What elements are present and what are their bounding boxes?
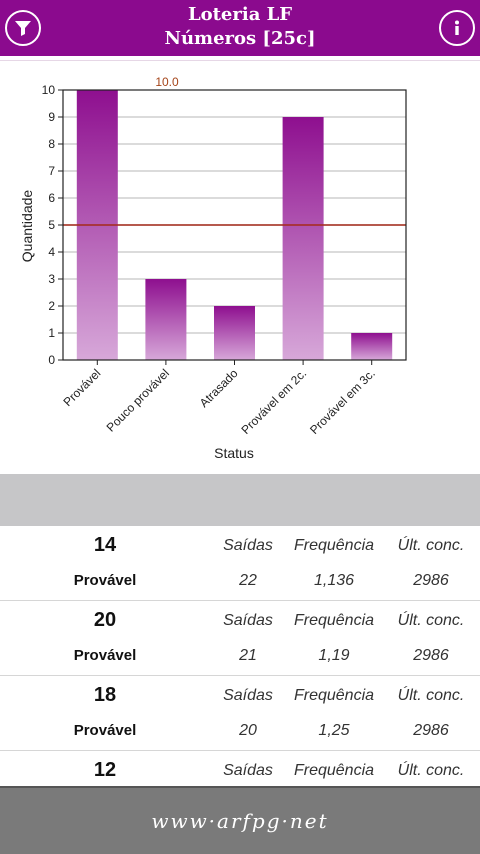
- ultimo-value: 2986: [413, 722, 449, 739]
- saidas-header: Saídas: [223, 612, 273, 629]
- bar: [351, 333, 393, 360]
- number: 12: [93, 759, 117, 781]
- y-tick-label: 10: [42, 83, 56, 97]
- frequencia-header: Frequência: [293, 762, 375, 779]
- info-icon: [455, 20, 459, 35]
- ultimo-value: 2986: [413, 572, 449, 589]
- number: 14: [93, 534, 117, 556]
- bar-chart: 0 1 2 3 4 5 6 7 8 9 10 Provável Pouco provável Atras…: [19, 75, 407, 461]
- chart-area: 0 1 2 3 4 5 6 7 8 9 10 Provável Pouco provável Atras…: [0, 62, 480, 474]
- y-tick-label: 8: [48, 137, 55, 151]
- x-tick-label: Atrasado: [197, 366, 241, 410]
- x-tick-label: Provável: [61, 366, 104, 409]
- y-tick-label: 9: [48, 110, 55, 124]
- saidas-header: Saídas: [223, 762, 273, 779]
- x-tick-label: Provável em 2c.: [238, 366, 309, 437]
- list-item[interactable]: 14 Provável Saídas Frequência Últ. conc.…: [0, 526, 480, 601]
- footer-banner[interactable]: www·arfpg·net: [0, 786, 480, 854]
- frequencia-header: Frequência: [293, 612, 375, 629]
- frequencia-header: Frequência: [293, 537, 375, 554]
- ultimo-header: Últ. conc.: [397, 612, 465, 629]
- ultimo-value: 2986: [413, 647, 449, 664]
- filter-icon: [15, 21, 31, 36]
- frequencia-value: 1,136: [313, 572, 355, 589]
- status-label: Provável: [73, 572, 137, 589]
- saidas-header: Saídas: [223, 687, 273, 704]
- bar: [282, 117, 324, 360]
- y-tick-label: 5: [48, 218, 55, 232]
- list-item[interactable]: 12 Saídas Frequência Últ. conc.: [0, 751, 480, 786]
- footer-text: www·arfpg·net: [151, 809, 329, 833]
- y-tick-label: 1: [48, 326, 55, 340]
- frequencia-header: Frequência: [293, 687, 375, 704]
- frequencia-value: 1,25: [318, 722, 350, 739]
- app-header: Loteria LF Números [25c]: [0, 0, 480, 56]
- max-value-label: 10.0: [155, 75, 179, 89]
- status-label: Provável: [73, 647, 137, 664]
- header-divider: [0, 60, 480, 61]
- saidas-value: 22: [239, 572, 257, 589]
- list-item[interactable]: 20 Provável Saídas Frequência Últ. conc.…: [0, 601, 480, 676]
- app-subtitle: Números [25c]: [164, 28, 316, 49]
- number: 18: [93, 684, 117, 706]
- ultimo-header: Últ. conc.: [397, 537, 465, 554]
- x-tick-label: Provável em 3c.: [307, 366, 378, 437]
- app-title: Loteria LF: [187, 4, 293, 25]
- saidas-value: 21: [239, 647, 257, 664]
- bar: [214, 306, 255, 360]
- saidas-header: Saídas: [223, 537, 273, 554]
- separator-band: [0, 474, 480, 526]
- y-tick-label: 7: [48, 164, 55, 178]
- x-axis-label: Status: [214, 445, 254, 461]
- y-tick-label: 0: [48, 353, 55, 367]
- y-tick-label: 4: [48, 245, 55, 259]
- y-tick-label: 3: [48, 272, 55, 286]
- frequencia-value: 1,19: [318, 647, 350, 664]
- info-button[interactable]: [439, 10, 475, 46]
- y-axis-label: Quantidade: [19, 190, 35, 263]
- x-tick-label: Pouco provável: [104, 366, 172, 434]
- y-tick-label: 6: [48, 191, 55, 205]
- ultimo-header: Últ. conc.: [397, 687, 465, 704]
- status-label: Provável: [73, 722, 137, 739]
- numbers-list[interactable]: 14 Provável Saídas Frequência Últ. conc.…: [0, 526, 480, 786]
- filter-button[interactable]: [5, 10, 41, 46]
- list-item[interactable]: 18 Provável Saídas Frequência Últ. conc.…: [0, 676, 480, 751]
- ultimo-header: Últ. conc.: [397, 762, 465, 779]
- y-tick-label: 2: [48, 299, 55, 313]
- number: 20: [93, 609, 117, 631]
- saidas-value: 20: [239, 722, 257, 739]
- bar: [145, 279, 187, 360]
